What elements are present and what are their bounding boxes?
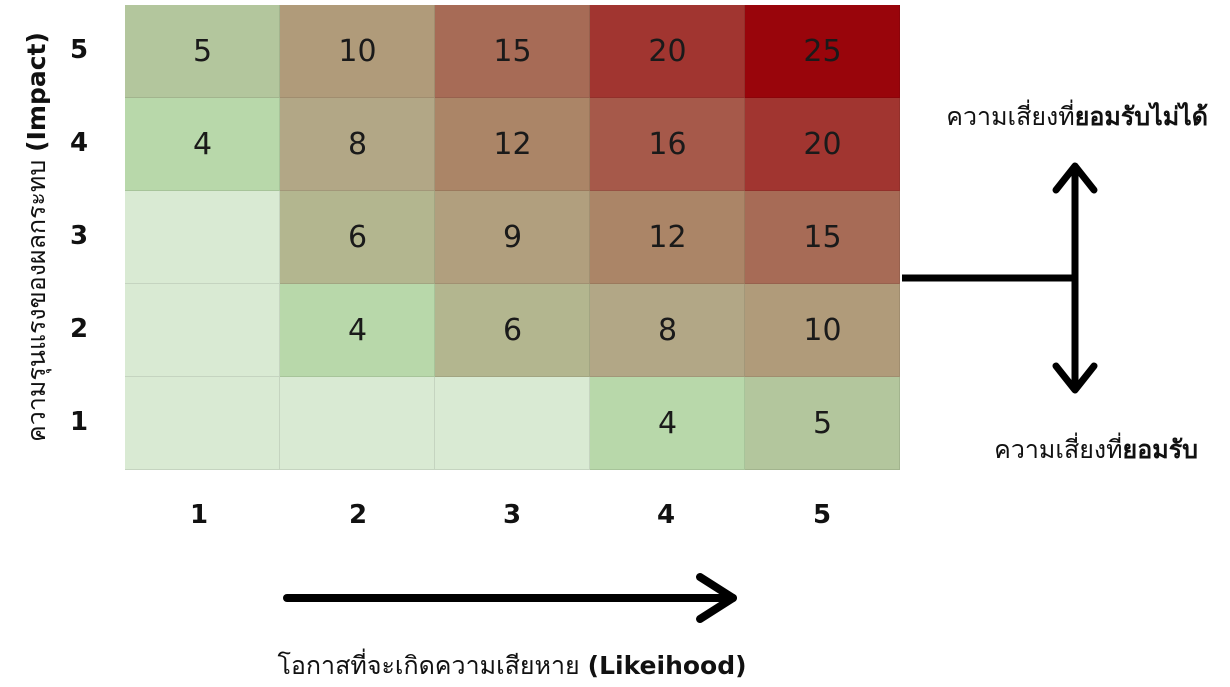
matrix-cell-value: 5 [192,34,213,69]
x-tick-label: 4 [656,500,676,530]
matrix-cell [125,377,280,470]
matrix-cell-value: 6 [502,313,523,348]
y-tick-label: 2 [69,314,89,344]
acceptable-risk-label: ความเสี่ยงที่ยอมรับ [994,430,1198,470]
y-tick-label: 4 [69,128,89,158]
matrix-cell-value: 8 [347,127,368,162]
y-tick-label: 1 [69,407,89,437]
matrix-cell [280,377,435,470]
matrix-cell-value: 9 [502,220,523,255]
matrix-cell [125,284,280,377]
acceptable-risk-prefix: ความเสี่ยงที่ [994,435,1123,464]
matrix-cell-value: 16 [648,127,687,162]
matrix-cell-value: 15 [803,220,842,255]
up-arrow-head [1052,162,1098,194]
matrix-cell-value: 10 [803,313,842,348]
matrix-cell-value: 4 [192,127,213,162]
likelihood-arrow-head [696,573,737,623]
x-axis-label-thai: โอกาสที่จะเกิดความเสียหาย [277,651,580,680]
matrix-cell-value: 10 [338,34,377,69]
matrix-cell: 16 [590,98,745,191]
unacceptable-risk-label: ความเสี่ยงที่ยอมรับไม่ได้ [946,97,1208,137]
matrix-cell: 10 [745,284,900,377]
matrix-cell-value: 12 [493,127,532,162]
matrix-cell: 8 [280,98,435,191]
matrix-cell-value: 8 [657,313,678,348]
matrix-cell-value: 12 [648,220,687,255]
matrix-cell-value: 15 [493,34,532,69]
matrix-cell: 25 [745,5,900,98]
y-tick-label: 3 [69,221,89,251]
matrix-cell [125,191,280,284]
risk-matrix-grid: 5 10 15 20 25 4 8 12 16 20 6 9 12 15 4 6 8 10 4 5 [125,5,900,470]
matrix-cell: 15 [435,5,590,98]
matrix-cell: 5 [745,377,900,470]
matrix-cell-value: 20 [648,34,687,69]
matrix-cell: 12 [435,98,590,191]
matrix-cell: 20 [745,98,900,191]
matrix-cell: 9 [435,191,590,284]
x-tick-label: 2 [348,500,368,530]
acceptable-risk-bold: ยอมรับ [1122,435,1198,464]
matrix-cell-value: 6 [347,220,368,255]
matrix-cell-value: 4 [347,313,368,348]
matrix-cell-value: 5 [812,406,833,441]
matrix-cell-value: 20 [803,127,842,162]
matrix-cell: 8 [590,284,745,377]
matrix-cell: 4 [590,377,745,470]
matrix-cell: 10 [280,5,435,98]
matrix-cell: 6 [435,284,590,377]
x-tick-label: 5 [812,500,832,530]
matrix-cell: 20 [590,5,745,98]
y-tick-label: 5 [69,35,89,65]
x-tick-label: 3 [502,500,522,530]
x-axis-label: โอกาสที่จะเกิดความเสียหาย (Likeihood) [277,646,746,686]
matrix-cell: 15 [745,191,900,284]
matrix-cell: 4 [125,98,280,191]
unacceptable-risk-bold: ยอมรับไม่ได้ [1074,102,1208,131]
down-arrow-head [1052,362,1098,394]
matrix-cell-value: 25 [803,34,842,69]
matrix-cell: 4 [280,284,435,377]
x-tick-label: 1 [189,500,209,530]
matrix-cell: 6 [280,191,435,284]
matrix-cell-value: 4 [657,406,678,441]
matrix-cell [435,377,590,470]
matrix-cell: 5 [125,5,280,98]
matrix-cell: 12 [590,191,745,284]
x-axis-label-english: (Likeihood) [587,651,747,680]
unacceptable-risk-prefix: ความเสี่ยงที่ [946,102,1075,131]
